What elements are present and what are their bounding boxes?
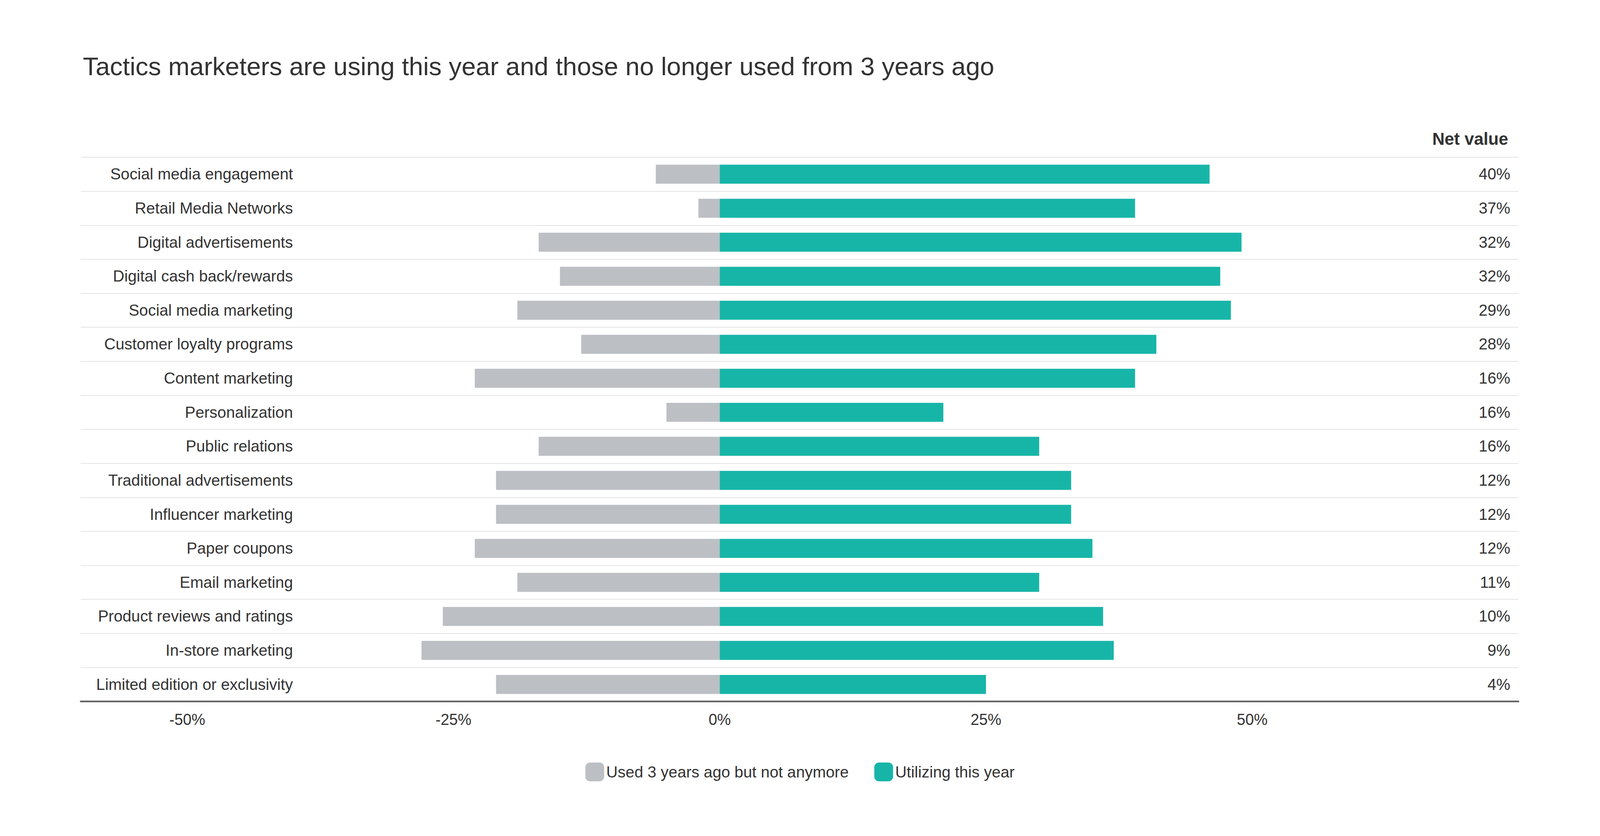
svg-text:37%: 37% xyxy=(1478,199,1511,217)
svg-text:32%: 32% xyxy=(1478,267,1511,285)
svg-text:Net value: Net value xyxy=(1432,129,1509,149)
svg-text:4%: 4% xyxy=(1487,675,1511,694)
svg-text:50%: 50% xyxy=(1236,710,1268,729)
svg-text:In-store marketing: In-store marketing xyxy=(165,641,293,659)
svg-text:32%: 32% xyxy=(1478,233,1511,252)
svg-text:-50%: -50% xyxy=(169,710,205,729)
svg-text:12%: 12% xyxy=(1478,505,1511,524)
svg-text:Personalization: Personalization xyxy=(184,403,293,422)
svg-text:40%: 40% xyxy=(1478,165,1511,183)
svg-text:Digital advertisements: Digital advertisements xyxy=(137,233,293,252)
svg-text:Content marketing: Content marketing xyxy=(163,369,293,387)
svg-text:10%: 10% xyxy=(1478,607,1511,625)
svg-text:Retail Media Networks: Retail Media Networks xyxy=(134,199,293,217)
svg-text:16%: 16% xyxy=(1478,403,1511,422)
svg-text:9%: 9% xyxy=(1487,641,1511,659)
svg-text:Utilizing this year: Utilizing this year xyxy=(895,763,1015,781)
svg-text:16%: 16% xyxy=(1478,437,1511,455)
svg-text:25%: 25% xyxy=(970,710,1002,729)
svg-text:0%: 0% xyxy=(708,710,731,729)
svg-text:Traditional advertisements: Traditional advertisements xyxy=(108,471,293,489)
svg-text:Influencer marketing: Influencer marketing xyxy=(149,505,293,524)
svg-text:29%: 29% xyxy=(1478,301,1511,319)
svg-text:12%: 12% xyxy=(1478,539,1511,557)
svg-text:Paper coupons: Paper coupons xyxy=(186,539,293,557)
svg-text:-25%: -25% xyxy=(435,710,472,729)
svg-text:Customer loyalty programs: Customer loyalty programs xyxy=(104,335,293,353)
svg-text:Product reviews and ratings: Product reviews and ratings xyxy=(97,607,293,625)
svg-text:Public relations: Public relations xyxy=(185,437,293,455)
svg-text:Used 3 years ago but not anymo: Used 3 years ago but not anymore xyxy=(606,763,849,781)
svg-text:Social media marketing: Social media marketing xyxy=(128,301,293,319)
svg-text:Tactics marketers are using th: Tactics marketers are using this year an… xyxy=(82,52,995,81)
svg-text:Digital cash back/rewards: Digital cash back/rewards xyxy=(112,267,293,285)
svg-text:11%: 11% xyxy=(1480,573,1511,591)
svg-text:28%: 28% xyxy=(1478,335,1511,353)
svg-text:Social media engagement: Social media engagement xyxy=(110,165,294,183)
svg-text:16%: 16% xyxy=(1478,369,1511,387)
svg-text:12%: 12% xyxy=(1478,471,1511,489)
svg-text:Email marketing: Email marketing xyxy=(179,573,293,591)
svg-text:Limited edition or exclusivity: Limited edition or exclusivity xyxy=(96,675,293,694)
